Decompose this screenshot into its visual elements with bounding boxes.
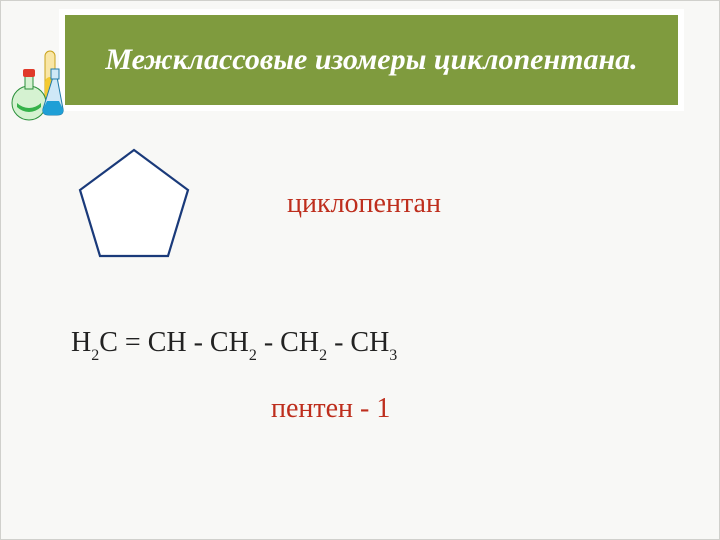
title-box: Межклассовые изомеры циклопентана. — [59, 9, 684, 111]
cyclopentane-row: циклопентан — [71, 141, 661, 267]
beakers-icon — [7, 47, 69, 125]
cyclopentane-label: циклопентан — [287, 188, 441, 220]
content-area: циклопентан Н2С = СН - СН2 - СН2 - СН3 п… — [71, 141, 661, 425]
slide: Межклассовые изомеры циклопентана. цикло… — [0, 0, 720, 540]
pentagon-icon — [80, 150, 188, 256]
pentene-formula: Н2С = СН - СН2 - СН2 - СН3 — [71, 327, 661, 363]
pentene-label: пентен - 1 — [271, 393, 661, 425]
pentagon-shape — [71, 141, 197, 267]
slide-title: Межклассовые изомеры циклопентана. — [65, 15, 678, 105]
